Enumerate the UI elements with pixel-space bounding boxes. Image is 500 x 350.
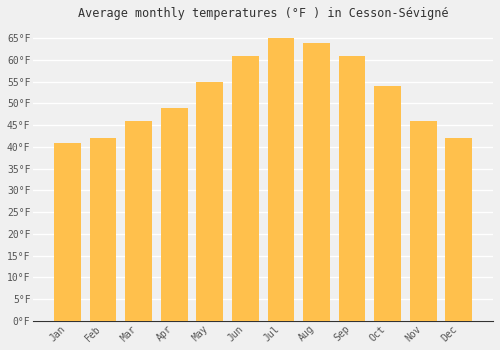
Bar xyxy=(54,142,81,321)
Bar xyxy=(161,108,188,321)
Bar xyxy=(232,56,258,321)
Bar xyxy=(90,138,117,321)
Bar xyxy=(196,82,223,321)
Bar xyxy=(126,121,152,321)
Bar xyxy=(446,138,472,321)
Bar xyxy=(410,121,436,321)
Bar xyxy=(410,121,436,321)
Bar xyxy=(268,38,294,321)
Bar xyxy=(338,56,365,321)
Bar xyxy=(232,56,258,321)
Bar xyxy=(303,43,330,321)
Bar xyxy=(303,43,330,321)
Title: Average monthly temperatures (°F ) in Cesson-Sévigné: Average monthly temperatures (°F ) in Ce… xyxy=(78,7,448,20)
Bar xyxy=(446,138,472,321)
Bar xyxy=(196,82,223,321)
Bar xyxy=(268,38,294,321)
Bar xyxy=(54,142,81,321)
Bar xyxy=(338,56,365,321)
Bar xyxy=(126,121,152,321)
Bar xyxy=(374,86,401,321)
Bar xyxy=(161,108,188,321)
Bar xyxy=(90,138,117,321)
Bar xyxy=(374,86,401,321)
